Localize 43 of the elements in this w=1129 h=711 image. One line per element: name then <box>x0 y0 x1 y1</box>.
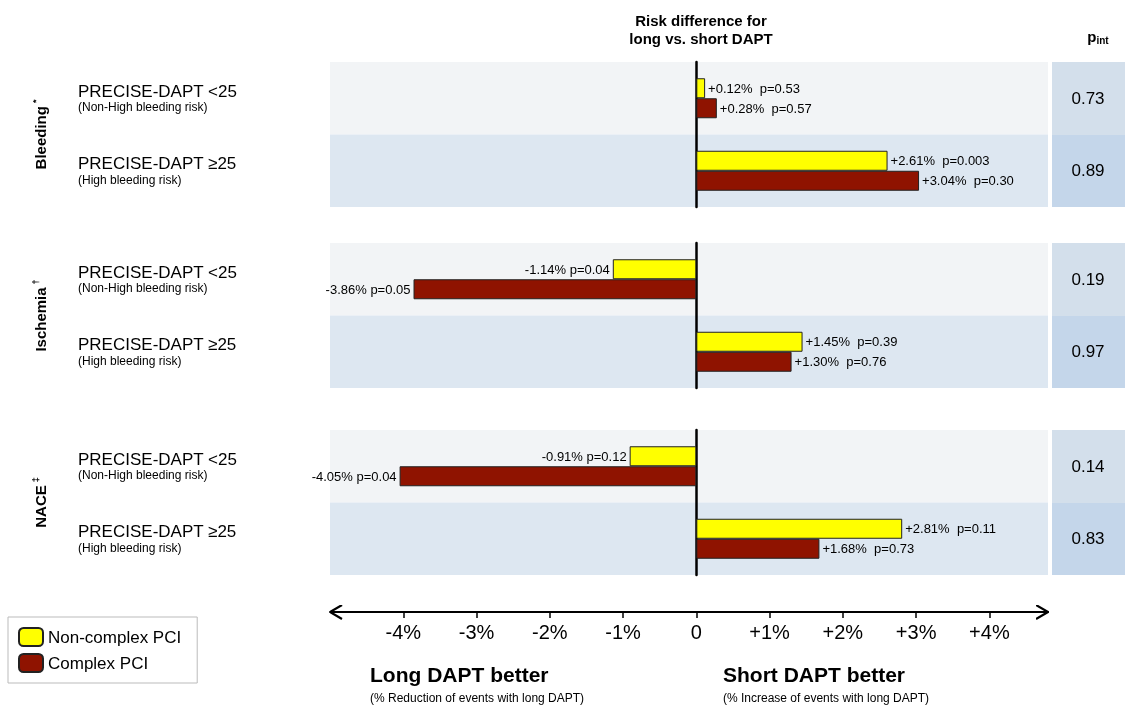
legend-label: Complex PCI <box>48 653 149 673</box>
x-tick-label: +2% <box>822 621 864 643</box>
x-tick-label: -4% <box>385 621 422 643</box>
data-label: -0.91% p=0.12 <box>541 448 627 464</box>
y-tick-label: PRECISE-DAPT <25 (Non-High bleeding risk) <box>78 449 237 483</box>
x-tick-label: 0 <box>690 621 702 643</box>
data-label: -3.86% p=0.05 <box>325 281 411 297</box>
x-tick-label: +3% <box>895 621 937 643</box>
chart-title: Risk difference for long vs. short DAPT <box>629 11 773 47</box>
x-tick-label: -2% <box>532 621 568 643</box>
x-tick-label: +4% <box>969 621 1010 643</box>
y-tick-label: PRECISE-DAPT ≥25 (High bleeding risk) <box>78 335 237 368</box>
text: (% Increase of events with long DAPT) <box>723 691 930 705</box>
data-label: -1.14% p=0.04 <box>524 261 610 277</box>
text: 0.83 <box>1071 529 1105 549</box>
y-tick-label: PRECISE-DAPT <25 (Non-High bleeding risk) <box>78 262 237 296</box>
text: 0.73 <box>1071 88 1105 108</box>
text: Short DAPT better <box>723 662 906 686</box>
text: 0.97 <box>1071 342 1105 362</box>
legend-label: Non-complex PCI <box>48 627 182 647</box>
data-label: +2.81% p=0.11 <box>905 521 997 537</box>
text: 0.14 <box>1071 456 1105 476</box>
text: 0.19 <box>1071 269 1105 289</box>
y-tick-label: PRECISE-DAPT ≥25 (High bleeding risk) <box>78 522 237 555</box>
y-tick-label: PRECISE-DAPT <25 (Non-High bleeding risk) <box>78 81 237 115</box>
data-label: -4.05% p=0.04 <box>311 468 397 484</box>
x-tick-label: -1% <box>605 621 642 643</box>
data-label: +1.68% p=0.73 <box>822 541 915 557</box>
data-label: +2.61% p=0.003 <box>890 153 990 169</box>
y-axis-title: Bleeding* <box>30 99 49 170</box>
data-label: +1.45% p=0.39 <box>805 334 898 350</box>
data-label: +3.04% p=0.30 <box>922 173 1014 189</box>
y-axis-title: Ischemia† <box>30 279 49 352</box>
x-tick-label: +1% <box>749 621 791 643</box>
data-label: +0.12% p=0.53 <box>708 80 800 96</box>
data-label: +1.30% p=0.76 <box>794 354 887 370</box>
x-tick-label: -3% <box>458 621 495 643</box>
y-tick-label: PRECISE-DAPT ≥25 (High bleeding risk) <box>78 154 237 187</box>
text: Long DAPT better <box>370 662 549 686</box>
text: 0.89 <box>1071 161 1105 181</box>
y-axis-title: NACE‡ <box>30 477 49 528</box>
text: (% Reduction of events with long DAPT) <box>370 691 585 705</box>
data-label: +0.28% p=0.57 <box>719 100 812 116</box>
